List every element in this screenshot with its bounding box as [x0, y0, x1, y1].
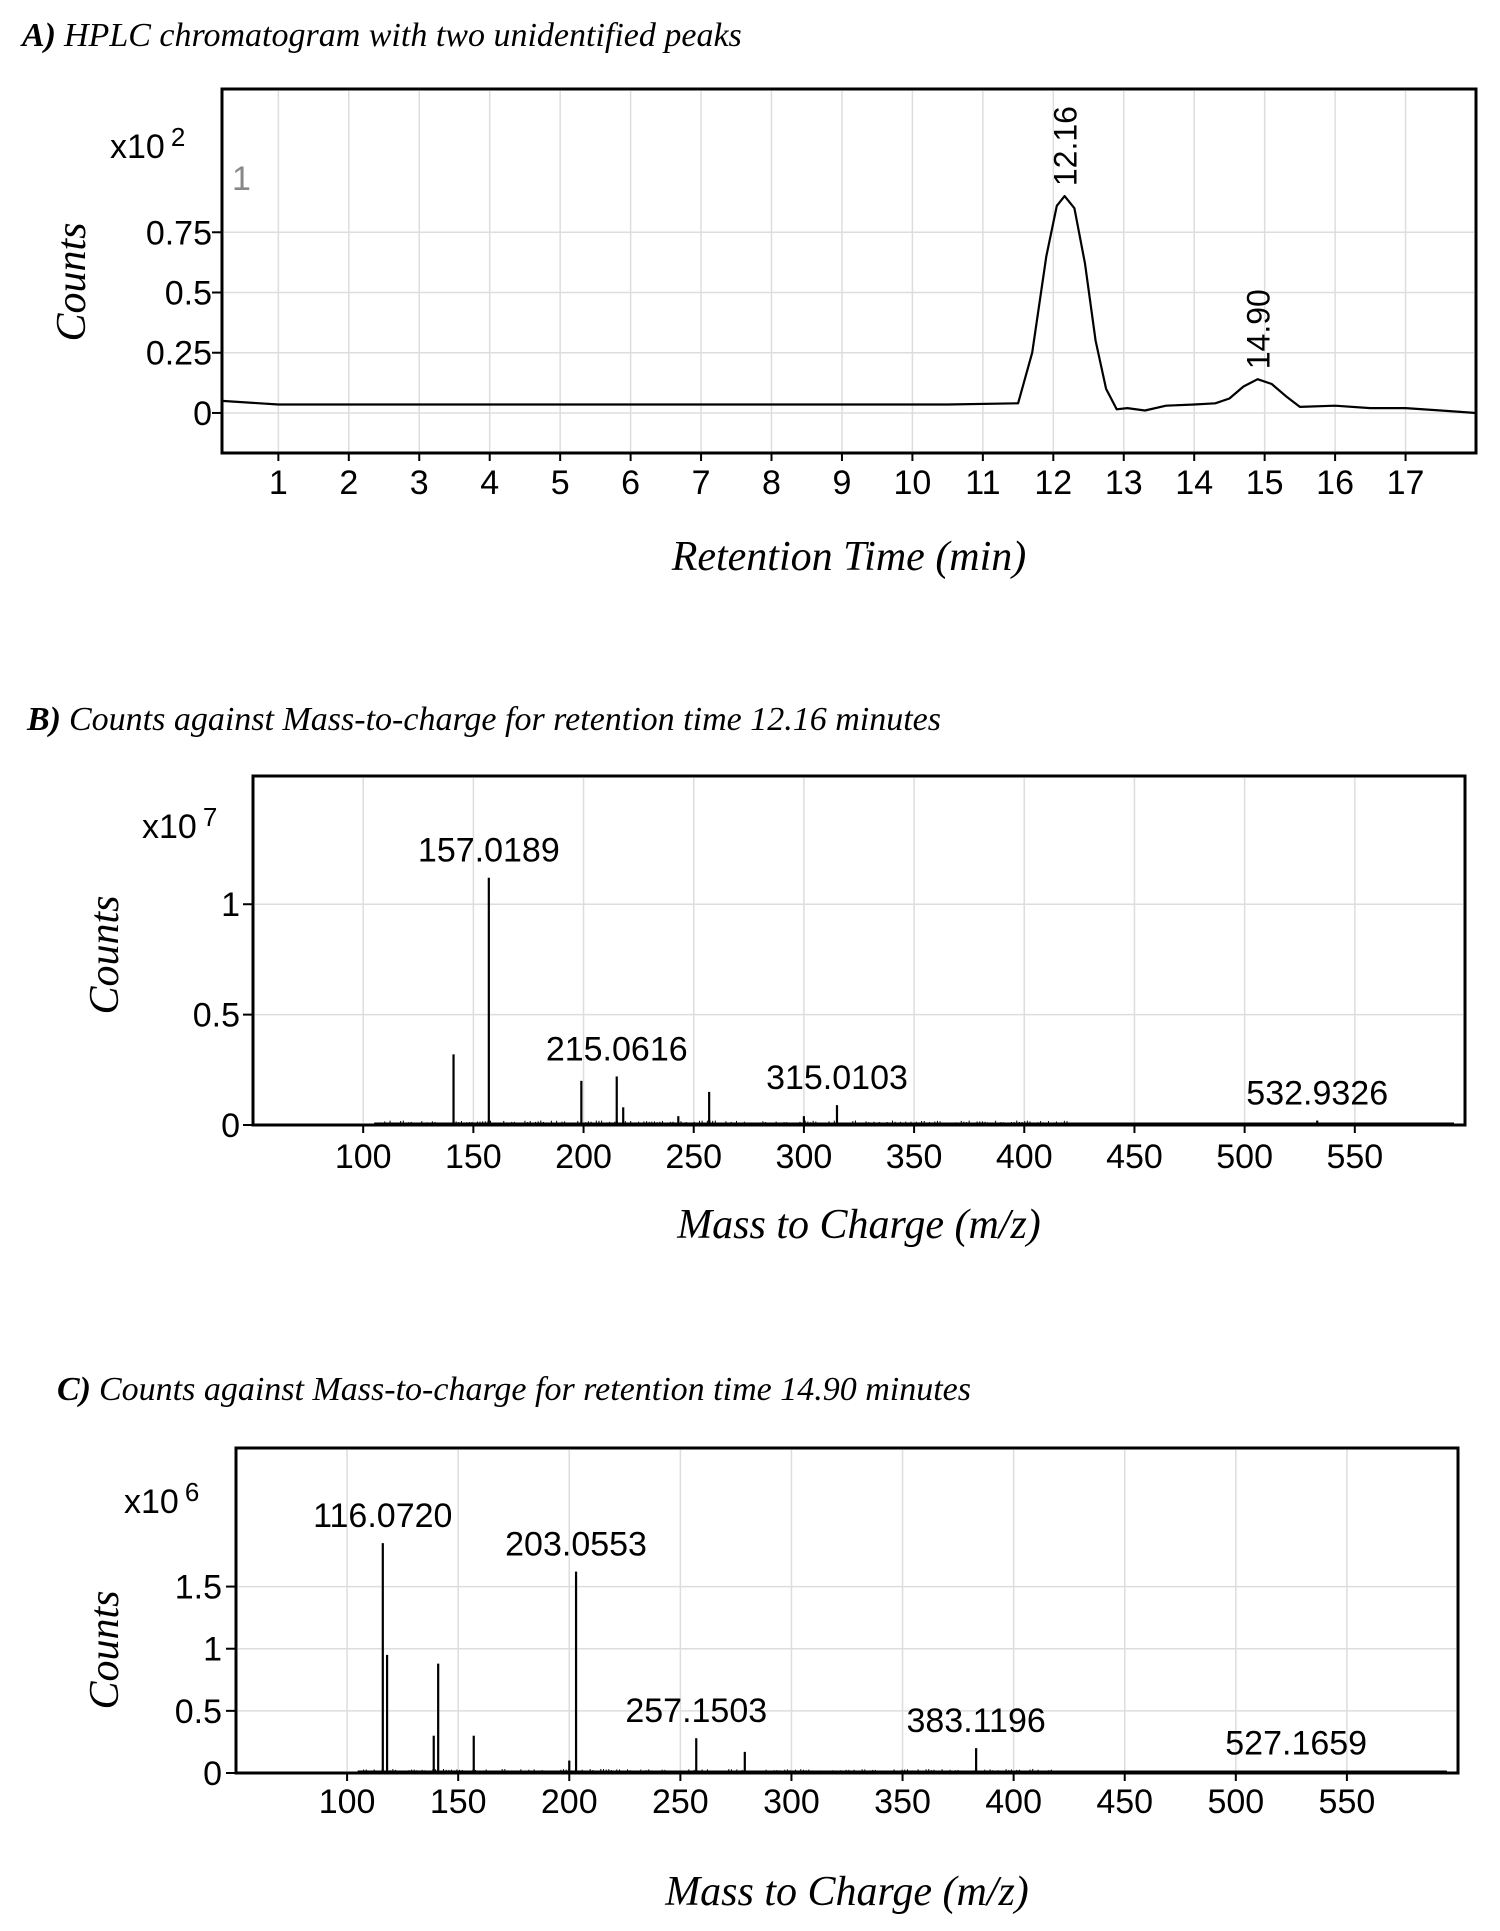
y-tick-label: 1	[221, 886, 240, 924]
peak-label: 527.1659	[1225, 1725, 1367, 1763]
x-tick-label: 350	[874, 1783, 931, 1821]
y-multiplier-exponent: 6	[185, 1477, 199, 1507]
peak-label: 315.0103	[766, 1059, 908, 1097]
x-tick-label: 5	[551, 464, 570, 502]
x-tick-label: 200	[555, 1138, 612, 1176]
x-tick-label: 500	[1216, 1138, 1273, 1176]
x-tick-label: 500	[1207, 1783, 1264, 1821]
y-tick-label: 0.5	[193, 997, 240, 1035]
panel-letter: B)	[26, 701, 61, 738]
chart-title: B) Counts against Mass-to-charge for rete…	[26, 701, 941, 738]
y-multiplier-base: x10	[142, 808, 197, 846]
x-tick-label: 7	[692, 464, 711, 502]
peak-label: 157.0189	[418, 832, 560, 870]
x-tick-label: 250	[652, 1783, 709, 1821]
x-tick-label: 14	[1175, 464, 1213, 502]
title-text: Counts against Mass-to-charge for retent…	[99, 1371, 971, 1408]
x-tick-label: 150	[430, 1783, 487, 1821]
x-tick-label: 2	[339, 464, 358, 502]
panel-c-mass-spectrum-14-90: C) Counts against Mass-to-charge for rete…	[57, 1371, 1460, 1915]
y-multiplier-exponent: 7	[203, 802, 217, 832]
y-tick-label: 0.5	[175, 1693, 222, 1731]
x-tick-label: 8	[762, 464, 781, 502]
y-tick-label: 1.5	[175, 1569, 222, 1607]
peak-label: 116.0720	[313, 1497, 452, 1535]
x-axis-label: Retention Time (min)	[671, 534, 1027, 580]
peak-label: 203.0553	[505, 1526, 647, 1564]
x-tick-label: 9	[832, 464, 851, 502]
panel-letter: C)	[57, 1371, 91, 1408]
x-tick-label: 550	[1326, 1138, 1383, 1176]
y-tick-label: 0.75	[146, 214, 212, 252]
y-tick-label: 0	[193, 395, 212, 433]
title-text: HPLC chromatogram with two unidentified …	[63, 17, 742, 54]
x-tick-label: 400	[996, 1138, 1053, 1176]
x-tick-label: 350	[886, 1138, 943, 1176]
x-tick-label: 12	[1034, 464, 1072, 502]
y-tick-label: 0.5	[165, 275, 212, 313]
peak-label: 383.1196	[906, 1702, 1045, 1740]
x-tick-label: 3	[410, 464, 429, 502]
x-tick-label: 1	[269, 464, 288, 502]
y-axis-label: Counts	[82, 895, 128, 1014]
x-tick-label: 13	[1105, 464, 1143, 502]
peak-label: 532.9326	[1246, 1075, 1388, 1113]
x-tick-label: 100	[319, 1783, 376, 1821]
x-tick-label: 11	[965, 464, 1000, 502]
chromatogram-trace	[221, 195, 1477, 415]
y-multiplier-base: x10	[124, 1483, 179, 1521]
peak-label: 14.90	[1241, 289, 1277, 369]
peak-label: 215.0616	[546, 1030, 688, 1068]
x-axis-label: Mass to Charge (m/z)	[664, 1869, 1029, 1915]
y-tick-label: 1	[203, 1631, 222, 1669]
peak-label: 12.16	[1048, 106, 1084, 186]
x-tick-label: 100	[335, 1138, 392, 1176]
x-tick-label: 150	[445, 1138, 502, 1176]
panel-a-hplc-chromatogram: A) HPLC chromatogram with two unidentifie…	[20, 17, 1478, 580]
x-tick-label: 200	[541, 1783, 598, 1821]
x-tick-label: 550	[1319, 1783, 1376, 1821]
y-multiplier-base: x10	[110, 128, 165, 166]
y-multiplier: x10 7	[142, 802, 217, 846]
title-text: Counts against Mass-to-charge for retent…	[69, 701, 941, 738]
y-tick-label: 0.25	[146, 335, 212, 373]
trace-number-label: 1	[232, 160, 251, 198]
panel-b-mass-spectrum-12-16: B) Counts against Mass-to-charge for rete…	[26, 701, 1467, 1248]
x-tick-label: 4	[480, 464, 499, 502]
y-axis-label: Counts	[82, 1590, 128, 1709]
peak-label: 257.1503	[625, 1692, 767, 1730]
x-tick-label: 15	[1246, 464, 1284, 502]
panel-letter: A)	[20, 17, 56, 54]
x-tick-label: 400	[985, 1783, 1042, 1821]
chart-title: A) HPLC chromatogram with two unidentifie…	[20, 17, 742, 54]
y-axis-label: Counts	[49, 222, 95, 341]
y-tick-label: 0	[221, 1107, 240, 1145]
x-tick-label: 300	[763, 1783, 820, 1821]
chart-title: C) Counts against Mass-to-charge for rete…	[57, 1371, 971, 1408]
x-tick-label: 300	[776, 1138, 833, 1176]
x-tick-label: 450	[1106, 1138, 1163, 1176]
y-multiplier: x10 6	[124, 1477, 199, 1521]
x-tick-label: 6	[621, 464, 640, 502]
y-multiplier-exponent: 2	[171, 122, 185, 152]
x-tick-label: 17	[1387, 464, 1425, 502]
x-axis-label: Mass to Charge (m/z)	[676, 1202, 1041, 1248]
y-tick-label: 0	[203, 1755, 222, 1793]
x-tick-label: 10	[893, 464, 931, 502]
x-tick-label: 450	[1096, 1783, 1153, 1821]
y-multiplier: x10 2	[110, 122, 185, 166]
plot-frame	[220, 87, 1478, 455]
x-tick-label: 16	[1316, 464, 1354, 502]
x-tick-label: 250	[665, 1138, 722, 1176]
